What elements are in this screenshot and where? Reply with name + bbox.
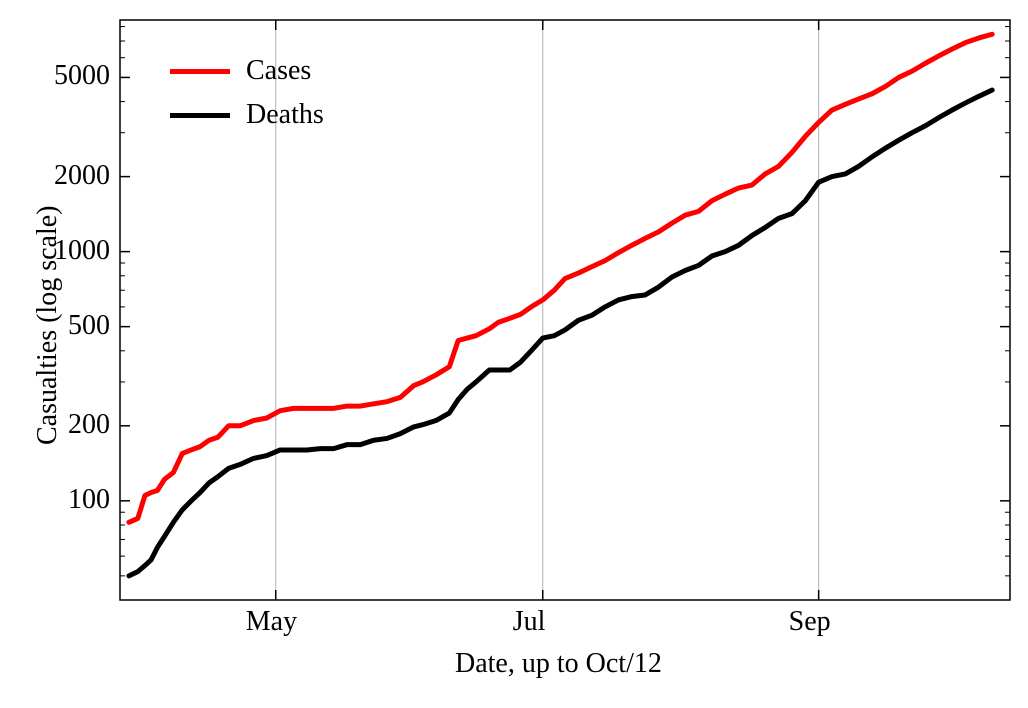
legend-item: Cases	[170, 55, 324, 87]
x-tick-label: Jul	[513, 606, 546, 638]
casualties-chart: Casualties (log scale) Date, up to Oct/1…	[0, 0, 1028, 703]
y-tick-label: 500	[68, 310, 110, 342]
legend-label: Cases	[246, 55, 311, 87]
y-tick-label: 1000	[54, 235, 110, 267]
x-tick-label: Sep	[789, 606, 831, 638]
legend-item: Deaths	[170, 99, 324, 131]
x-tick-label: May	[246, 606, 297, 638]
y-tick-label: 200	[68, 409, 110, 441]
legend-swatch	[170, 69, 230, 74]
y-tick-label: 100	[68, 484, 110, 516]
legend: Cases Deaths	[170, 55, 324, 143]
x-axis-label: Date, up to Oct/12	[455, 648, 662, 680]
y-tick-label: 5000	[54, 60, 110, 92]
chart-svg	[0, 0, 1028, 703]
legend-swatch	[170, 113, 230, 118]
legend-label: Deaths	[246, 99, 324, 131]
y-tick-label: 2000	[54, 160, 110, 192]
